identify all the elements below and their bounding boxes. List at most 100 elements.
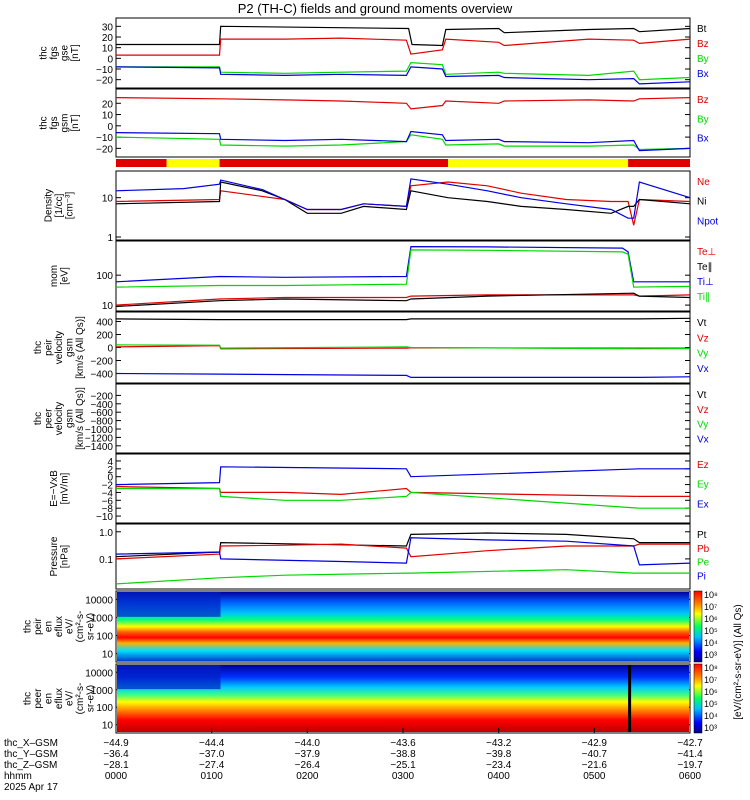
y-axis-label: sr-eV) [86, 685, 97, 712]
series-line-Ni [115, 181, 691, 214]
y-tick-label: −10 [96, 133, 113, 144]
colorbar-tick-label: 10⁴ [704, 711, 718, 721]
series-line-Te⊥ [115, 294, 691, 306]
legend-label-Npot: Npot [697, 216, 718, 227]
mode-bar-segment [448, 159, 629, 167]
x-row-label: thc_Z–GSM [4, 760, 57, 771]
legend-label-Ne: Ne [697, 177, 710, 188]
y-tick-label: 10000 [85, 595, 113, 606]
y-tick-label: −8 [102, 504, 114, 515]
series-line-Ey [116, 487, 690, 509]
y-axis-label: eV/ [65, 619, 76, 634]
y-tick-label: 400 [96, 318, 113, 329]
series-line-Pt [115, 532, 690, 558]
y-axis-label: [1/cc] [54, 193, 65, 217]
legend-label-Bz: Bz [697, 95, 709, 106]
y-tick-label: 20 [102, 99, 114, 110]
legend-label-Vy: Vy [697, 349, 708, 360]
legend-label-Vz: Vz [697, 333, 709, 344]
legend-label-By: By [697, 114, 709, 125]
series-line-Ti∥ [115, 249, 691, 288]
panel-frame-vel_peer [115, 383, 691, 454]
y-tick-label: 0 [107, 344, 113, 355]
y-tick-label: −20 [96, 144, 113, 155]
x-row-value: 0000 [105, 771, 128, 782]
y-axis-label: [nPa] [59, 545, 70, 569]
panel-frame-fgs_gsm [115, 88, 691, 158]
y-axis-label: [km/s (All Qs)] [75, 316, 86, 379]
y-tick-label: 0 [107, 122, 113, 133]
y-axis-label: sr-eV) [86, 613, 97, 640]
legend-label-Pt: Pt [697, 530, 707, 541]
y-axis-label: [km/s (All Qs)] [75, 387, 86, 450]
legend-label-Bx: Bx [697, 134, 709, 145]
y-axis-label: velocity [54, 402, 65, 435]
y-axis-label: eflux [54, 616, 65, 637]
series-line-Te∥ [115, 292, 691, 308]
y-tick-label: 10 [102, 721, 114, 732]
y-tick-label: −1000 [85, 425, 114, 436]
legend-label-Ti⊥: Ti⊥ [697, 277, 714, 288]
y-tick-label: −20 [96, 76, 113, 87]
x-row-value: 0200 [296, 771, 319, 782]
x-date: 2025 Apr 17 [4, 782, 58, 793]
y-axis-label: [mV/m] [59, 472, 70, 504]
legend-label-Pi: Pi [697, 571, 706, 582]
y-tick-label: −200 [90, 357, 113, 368]
y-tick-label: 0 [107, 54, 113, 65]
legend-label-Te⊥: Te⊥ [697, 247, 716, 258]
colorbar-tick-label: 10⁵ [704, 626, 718, 636]
legend-label-Vz: Vz [697, 405, 709, 416]
y-axis-label: eflux [54, 688, 65, 709]
y-tick-label: −10 [96, 512, 113, 523]
y-tick-label: −200 [90, 391, 113, 402]
series-line-Npot [115, 178, 691, 219]
y-tick-label: 0 [107, 473, 113, 484]
mode-bar-segment [219, 159, 449, 167]
y-axis-label: (cm²-s- [75, 611, 86, 643]
y-tick-label: 1.0 [99, 528, 113, 539]
y-axis-label: thc [33, 412, 44, 425]
series-line-Pi [115, 537, 691, 566]
x-row-value: 0300 [392, 771, 415, 782]
series-line-Ex [115, 466, 690, 486]
panel-frame [115, 590, 691, 663]
x-row-value: −21.6 [582, 760, 608, 771]
y-tick-label: 100 [96, 632, 113, 643]
y-axis-label: Density [44, 189, 55, 222]
series-line-Ti⊥ [115, 245, 690, 283]
x-row-value: 0400 [488, 771, 511, 782]
colorbar [693, 663, 703, 734]
x-row-value: −41.4 [677, 749, 703, 760]
series-line-Bx [115, 130, 691, 152]
x-row-label: hhmm [4, 771, 32, 782]
y-axis-label: [eV] [59, 267, 70, 285]
x-row-value: −44.4 [199, 738, 225, 749]
y-tick-label: 1000 [91, 686, 114, 697]
y-axis-label: [nT] [70, 114, 81, 131]
y-axis-label: gsm [65, 409, 76, 428]
y-axis-label: gse [59, 45, 70, 62]
series-line-By [116, 61, 691, 81]
x-row-value: −42.7 [677, 738, 703, 749]
y-tick-label: 200 [96, 331, 113, 342]
x-row-value: −25.1 [390, 760, 416, 771]
colorbar-tick-label: 10⁷ [704, 675, 717, 685]
x-row-value: −37.0 [199, 749, 225, 760]
y-axis-label: Pressure [49, 536, 60, 576]
y-tick-label: 10000 [85, 668, 113, 679]
spectrogram-region [117, 665, 221, 690]
x-row-value: −44.9 [103, 738, 129, 749]
legend-label-Ey: Ey [697, 480, 709, 491]
y-axis-label: E=−VxB [49, 470, 60, 507]
y-axis-label: peer [33, 688, 44, 709]
y-tick-label: −800 [90, 417, 113, 428]
colorbar-tick-label: 10³ [704, 650, 717, 660]
legend-label-Vy: Vy [697, 420, 708, 431]
legend-label-Bx: Bx [697, 69, 709, 80]
series-line-Bt [116, 25, 691, 47]
series-line-Bx [115, 66, 691, 85]
mode-bar-segment [628, 159, 690, 167]
y-tick-label: 4 [107, 457, 113, 468]
